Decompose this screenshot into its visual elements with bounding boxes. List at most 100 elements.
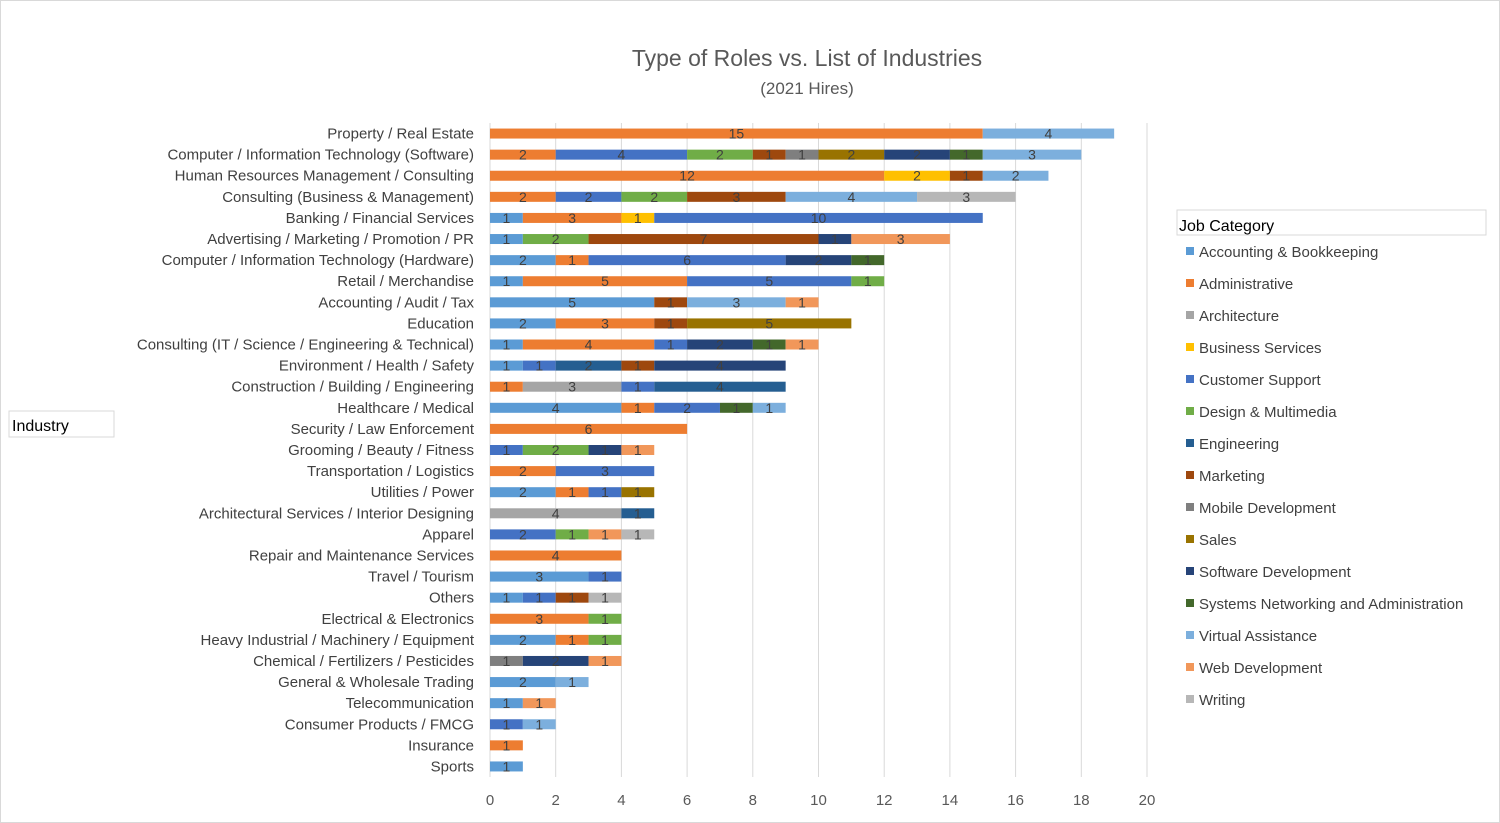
bar-segment[interactable] bbox=[588, 592, 622, 603]
bar-segment[interactable] bbox=[621, 381, 655, 392]
bar-segment[interactable] bbox=[588, 445, 622, 455]
bar-segment[interactable] bbox=[621, 508, 655, 519]
bar-segment[interactable] bbox=[490, 487, 556, 498]
bar-segment[interactable] bbox=[522, 592, 556, 603]
legend[interactable]: Job Category Accounting & Bookkeeping Adm… bbox=[1176, 209, 1487, 709]
bar-segment[interactable] bbox=[687, 297, 786, 308]
bar-segment[interactable] bbox=[522, 381, 622, 392]
bar-segment[interactable] bbox=[522, 276, 688, 287]
bar-segment[interactable] bbox=[522, 360, 556, 371]
bar-segment[interactable] bbox=[555, 592, 589, 603]
legend-item[interactable]: Business Services bbox=[1186, 340, 1322, 357]
bar-segment[interactable] bbox=[490, 466, 556, 477]
bar-segment[interactable] bbox=[522, 698, 556, 709]
bar-segment[interactable] bbox=[588, 655, 622, 666]
legend-item[interactable]: Systems Networking and Administration bbox=[1186, 596, 1463, 613]
bar-segment[interactable] bbox=[490, 613, 589, 624]
bar-segment[interactable] bbox=[490, 128, 983, 139]
legend-item[interactable]: Mobile Development bbox=[1186, 500, 1337, 517]
bar-segment[interactable] bbox=[490, 297, 655, 308]
bar-segment[interactable] bbox=[555, 634, 589, 645]
legend-item[interactable]: Sales bbox=[1186, 532, 1237, 549]
bar-segment[interactable] bbox=[851, 234, 950, 245]
bar-segment[interactable] bbox=[490, 402, 622, 413]
bar-segment[interactable] bbox=[621, 487, 655, 498]
bar-segment[interactable] bbox=[785, 255, 852, 266]
bar-segment[interactable] bbox=[555, 191, 622, 202]
bar-segment[interactable] bbox=[687, 276, 852, 287]
bar-segment[interactable] bbox=[555, 677, 589, 688]
legend-item[interactable]: Administrative bbox=[1186, 276, 1293, 293]
bar-segment[interactable] bbox=[621, 360, 655, 371]
bar-segment[interactable] bbox=[522, 445, 589, 455]
bar-segment[interactable] bbox=[851, 255, 885, 266]
bar-segment[interactable] bbox=[785, 149, 819, 160]
bar-segment[interactable] bbox=[490, 508, 622, 519]
bar-segment[interactable] bbox=[982, 128, 1115, 139]
bar-segment[interactable] bbox=[654, 402, 720, 413]
legend-item[interactable]: Software Development bbox=[1186, 564, 1352, 581]
bar-segment[interactable] bbox=[818, 234, 852, 245]
bar-segment[interactable] bbox=[490, 423, 688, 434]
bar-segment[interactable] bbox=[654, 212, 983, 223]
bar-segment[interactable] bbox=[687, 318, 852, 329]
bar-segment[interactable] bbox=[752, 339, 786, 350]
bar-segment[interactable] bbox=[621, 191, 688, 202]
bar-segment[interactable] bbox=[687, 339, 753, 350]
bar-segment[interactable] bbox=[490, 655, 523, 666]
bar-segment[interactable] bbox=[555, 529, 589, 540]
bar-segment[interactable] bbox=[588, 529, 622, 540]
bar-segment[interactable] bbox=[522, 655, 589, 666]
bar-segment[interactable] bbox=[490, 318, 556, 329]
bar-segment[interactable] bbox=[588, 255, 786, 266]
bar-segment[interactable] bbox=[654, 318, 688, 329]
bar-segment[interactable] bbox=[490, 677, 556, 688]
bar-segment[interactable] bbox=[490, 550, 622, 561]
bar-segment[interactable] bbox=[851, 276, 885, 287]
bar-segment[interactable] bbox=[621, 212, 655, 223]
legend-item[interactable]: Web Development bbox=[1186, 660, 1323, 677]
bar-segment[interactable] bbox=[884, 170, 950, 181]
bar-segment[interactable] bbox=[522, 339, 655, 350]
bar-segment[interactable] bbox=[949, 170, 983, 181]
bar-segment[interactable] bbox=[654, 297, 688, 308]
bar-segment[interactable] bbox=[490, 529, 556, 540]
bar-segment[interactable] bbox=[785, 191, 918, 202]
bar-segment[interactable] bbox=[490, 761, 523, 772]
bar-segment[interactable] bbox=[621, 402, 655, 413]
bar-segment[interactable] bbox=[654, 360, 786, 371]
bar-segment[interactable] bbox=[555, 318, 655, 329]
bar-segment[interactable] bbox=[555, 360, 622, 371]
bar-segment[interactable] bbox=[490, 445, 523, 455]
bar-segment[interactable] bbox=[982, 170, 1049, 181]
bar-segment[interactable] bbox=[818, 149, 885, 160]
bar-segment[interactable] bbox=[490, 360, 523, 371]
bar-segment[interactable] bbox=[490, 255, 556, 266]
bar-segment[interactable] bbox=[555, 466, 655, 477]
legend-item[interactable]: Engineering bbox=[1186, 436, 1279, 453]
bar-segment[interactable] bbox=[949, 149, 983, 160]
legend-items[interactable]: Accounting & Bookkeeping Administrative Ar… bbox=[1186, 244, 1463, 709]
bar-segment[interactable] bbox=[555, 149, 688, 160]
bar-segment[interactable] bbox=[490, 339, 523, 350]
legend-item[interactable]: Architecture bbox=[1186, 308, 1279, 325]
bar-segment[interactable] bbox=[687, 191, 786, 202]
bar-segment[interactable] bbox=[490, 212, 523, 223]
bar-segment[interactable] bbox=[490, 276, 523, 287]
bar-segment[interactable] bbox=[917, 191, 1016, 202]
bar-segment[interactable] bbox=[522, 719, 556, 730]
bar-segment[interactable] bbox=[522, 212, 622, 223]
bar-segment[interactable] bbox=[752, 402, 786, 413]
bar-segment[interactable] bbox=[654, 339, 688, 350]
bar-segment[interactable] bbox=[621, 529, 655, 540]
bar-segment[interactable] bbox=[490, 571, 589, 582]
bar-segment[interactable] bbox=[719, 402, 753, 413]
bar-segment[interactable] bbox=[654, 381, 786, 392]
bar-segment[interactable] bbox=[621, 445, 655, 455]
bar-segment[interactable] bbox=[588, 234, 819, 245]
bar-segment[interactable] bbox=[785, 297, 819, 308]
bar-segment[interactable] bbox=[522, 234, 589, 245]
bar-segment[interactable] bbox=[490, 592, 523, 603]
bar-segment[interactable] bbox=[687, 149, 753, 160]
bar-segment[interactable] bbox=[588, 571, 622, 582]
